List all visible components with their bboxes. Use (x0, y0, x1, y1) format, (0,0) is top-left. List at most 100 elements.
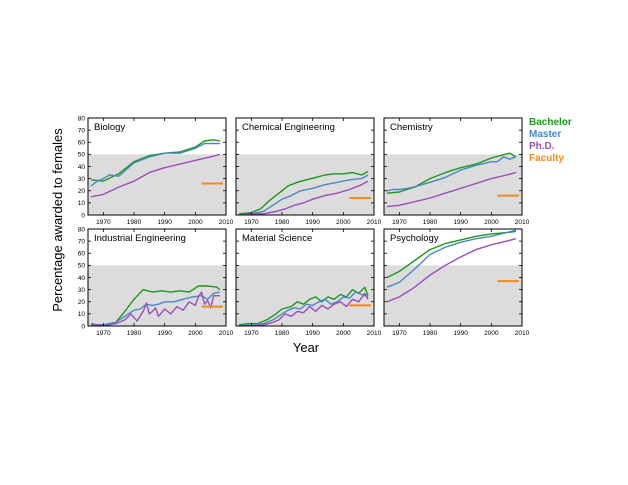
x-tick-label: 2000 (188, 219, 203, 226)
y-tick-label: 10 (78, 311, 86, 318)
x-tick-label: 1970 (96, 330, 111, 337)
panel-frame (87, 117, 227, 216)
series-group (386, 152, 519, 208)
y-tick-label: 20 (78, 299, 86, 306)
y-tick-label: 20 (78, 188, 86, 195)
x-tick-label: 2010 (367, 219, 382, 226)
series-line-ph-d (239, 292, 369, 326)
x-tick-label: 2000 (336, 219, 351, 226)
panel-chemical-engineering: 1970 1980 1990 2000 2010 Chemical Engineering (235, 117, 382, 226)
series-group (239, 286, 371, 326)
y-tick-label: 0 (81, 212, 85, 219)
x-tick-label: 1980 (127, 330, 142, 337)
series-line-master (386, 156, 517, 192)
series-line-ph-d (386, 238, 517, 303)
y-tick-label: 40 (78, 275, 86, 282)
series-line-ph-d (239, 180, 369, 215)
series-group (90, 139, 223, 198)
figure-ylabel: Percentage awarded to females (50, 128, 65, 312)
x-tick-label: 2010 (515, 330, 530, 337)
panel-frame (235, 228, 375, 327)
series-group (239, 170, 371, 215)
panel-title: Chemical Engineering (242, 122, 335, 133)
shaded-band (384, 265, 522, 326)
shaded-band (236, 265, 374, 326)
x-tick-label: 2000 (484, 330, 499, 337)
x-tick-label: 1990 (453, 330, 468, 337)
series-group (386, 229, 519, 303)
y-tick-label: 30 (78, 287, 86, 294)
series-line-master (239, 174, 369, 215)
shaded-band (384, 154, 522, 215)
legend-faculty: Faculty (529, 153, 564, 164)
series-line-master (239, 291, 369, 326)
series-group (90, 285, 223, 326)
panel-psychology: 1970 1980 1990 2000 2010 Psychology (383, 228, 530, 337)
series-line-bachelor (239, 170, 369, 215)
x-tick-label: 2000 (188, 330, 203, 337)
y-tick-label: 50 (78, 152, 86, 159)
panel-chemistry: 1970 1980 1990 2000 2010 Chemistry (383, 117, 530, 226)
x-tick-label: 2010 (219, 219, 234, 226)
panel-frame (87, 228, 227, 327)
series-line-bachelor (239, 286, 369, 326)
series-line-master (386, 229, 517, 288)
y-tick-label: 80 (78, 115, 86, 122)
x-tick-label: 2010 (515, 219, 530, 226)
x-tick-label: 1980 (423, 219, 438, 226)
panels-group: 1970 1980 1990 2000 201001020304050607080Bio… (78, 115, 530, 337)
panel-frame (235, 117, 375, 216)
x-tick-label: 1990 (305, 330, 320, 337)
y-tick-label: 80 (78, 226, 86, 233)
y-tick-label: 70 (78, 238, 86, 245)
series-line-ph-d (387, 171, 517, 208)
x-tick-label: 1980 (423, 330, 438, 337)
series-line-bachelor (386, 230, 516, 279)
legend-master: Master (529, 129, 561, 140)
y-tick-label: 40 (78, 164, 86, 171)
panel-title: Psychology (390, 233, 439, 244)
x-tick-label: 1990 (453, 219, 468, 226)
series-line-ph-d (90, 291, 220, 326)
legend-phd: Ph.D. (529, 141, 555, 152)
y-tick-label: 60 (78, 140, 86, 147)
x-tick-label: 2010 (219, 330, 234, 337)
panel-title: Biology (94, 122, 125, 133)
shaded-band (88, 154, 226, 215)
panel-title: Industrial Engineering (94, 233, 186, 244)
x-tick-label: 2000 (484, 219, 499, 226)
x-tick-label: 2010 (367, 330, 382, 337)
y-tick-label: 30 (78, 176, 86, 183)
y-tick-label: 50 (78, 263, 86, 270)
panel-frame (383, 228, 523, 327)
x-tick-label: 1990 (157, 330, 172, 337)
legend-bachelor: Bachelor (529, 117, 572, 128)
figure-xlabel: Year (293, 340, 320, 355)
x-tick-label: 1970 (244, 330, 259, 337)
x-tick-label: 1990 (157, 219, 172, 226)
x-tick-label: 1980 (127, 219, 142, 226)
x-tick-label: 1970 (392, 330, 407, 337)
x-tick-label: 1970 (96, 219, 111, 226)
panel-industrial-engineering: 1970 1980 1990 2000 2010 0 10 20 30 40 50 60 70 80 Ind… (78, 226, 234, 337)
legend: Bachelor Master Ph.D. Faculty (529, 117, 572, 164)
y-tick-label: 60 (78, 251, 86, 258)
shaded-band (236, 154, 374, 215)
x-tick-label: 2000 (336, 330, 351, 337)
series-line-master (91, 291, 221, 326)
panel-frame (383, 117, 523, 216)
x-tick-label: 1980 (275, 330, 290, 337)
x-tick-label: 1970 (244, 219, 259, 226)
panel-title: Chemistry (390, 122, 433, 133)
y-tick-label: 10 (78, 200, 86, 207)
panel-title: Material Science (242, 233, 312, 244)
series-line-master (90, 142, 220, 187)
series-line-ph-d (90, 153, 221, 198)
x-tick-label: 1980 (275, 219, 290, 226)
y-tick-label: 0 (81, 323, 85, 330)
panel-biology: 1970 1980 1990 2000 2010 0 10 20 30 40 50 60 70 80 Bio… (78, 115, 234, 226)
panel-material-science: 1970 1980 1990 2000 2010 Material Science (235, 228, 382, 337)
x-tick-label: 1970 (392, 219, 407, 226)
x-tick-label: 1990 (305, 219, 320, 226)
